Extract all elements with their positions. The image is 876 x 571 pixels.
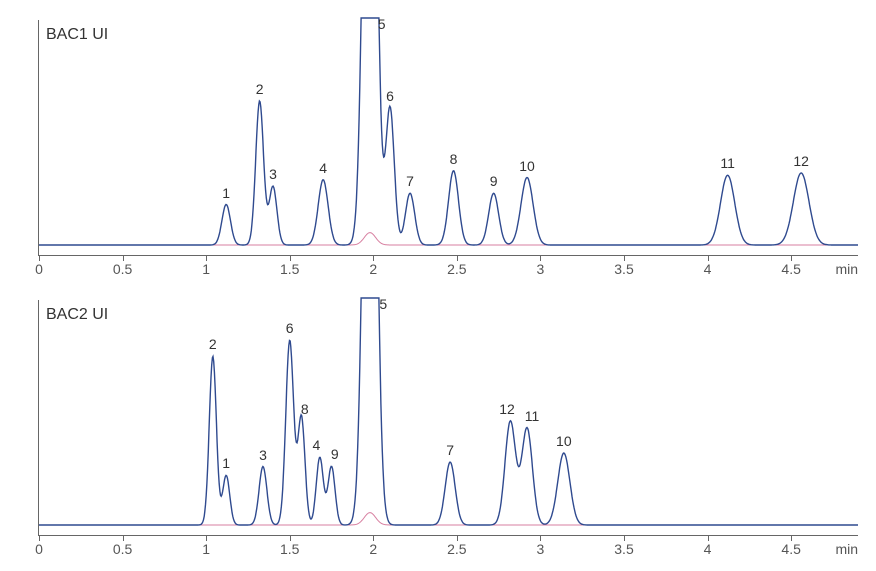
peak-label: 10 xyxy=(556,433,572,449)
panel-2-plot-area: 00.511.522.533.544.5min213684957121110 xyxy=(38,300,858,536)
peak-label: 4 xyxy=(319,160,327,176)
peak-label: 4 xyxy=(313,437,321,453)
x-tick-label: 4.5 xyxy=(781,261,800,277)
peak-label: 10 xyxy=(519,158,535,174)
peak-label: 2 xyxy=(256,81,264,97)
peak-label: 12 xyxy=(499,401,515,417)
peak-label: 9 xyxy=(331,446,339,462)
peak-label: 6 xyxy=(286,320,294,336)
baseline-trace xyxy=(39,513,858,525)
page: { "canvas": { "width": 876, "height": 57… xyxy=(0,0,876,571)
panel-1-plot-area: 00.511.522.533.544.5min123456789101112 xyxy=(38,20,858,256)
x-axis-unit-label: min xyxy=(835,541,858,557)
peak-label: 12 xyxy=(793,153,809,169)
peak-label: 8 xyxy=(301,401,309,417)
x-tick-label: 0.5 xyxy=(113,261,132,277)
x-tick-label: 3.5 xyxy=(614,541,633,557)
x-tick-label: 4 xyxy=(704,541,712,557)
peak-label: 2 xyxy=(209,336,217,352)
x-tick-label: 0 xyxy=(35,541,43,557)
peak-label: 1 xyxy=(222,455,230,471)
x-tick-label: 2 xyxy=(369,541,377,557)
peak-label: 9 xyxy=(490,173,498,189)
x-tick-label: 4.5 xyxy=(781,541,800,557)
x-tick-label: 3 xyxy=(537,541,545,557)
x-tick-label: 1.5 xyxy=(280,261,299,277)
x-tick-label: 1 xyxy=(202,261,210,277)
chromatogram-panel-1: BAC1 UI 00.511.522.533.544.5min123456789… xyxy=(18,20,858,278)
peak-label: 6 xyxy=(386,88,394,104)
x-tick-label: 1 xyxy=(202,541,210,557)
x-tick-label: 2 xyxy=(369,261,377,277)
peak-label: 7 xyxy=(446,442,454,458)
peak-label: 8 xyxy=(450,151,458,167)
baseline-trace xyxy=(39,233,858,245)
chromatogram-trace xyxy=(39,300,858,535)
peak-label: 11 xyxy=(525,408,540,424)
signal-trace xyxy=(39,18,858,245)
x-tick-label: 2.5 xyxy=(447,261,466,277)
x-axis-unit-label: min xyxy=(835,261,858,277)
chromatogram-panel-2: BAC2 UI 00.511.522.533.544.5min213684957… xyxy=(18,300,858,558)
peak-label: 1 xyxy=(222,185,230,201)
x-tick-label: 0.5 xyxy=(113,541,132,557)
x-tick-label: 1.5 xyxy=(280,541,299,557)
peak-label: 5 xyxy=(378,16,386,32)
x-tick-label: 3.5 xyxy=(614,261,633,277)
peak-label: 11 xyxy=(720,155,735,171)
peak-label: 3 xyxy=(269,166,277,182)
peak-label: 3 xyxy=(259,447,267,463)
x-tick-label: 4 xyxy=(704,261,712,277)
chromatogram-trace xyxy=(39,20,858,255)
x-tick-label: 3 xyxy=(537,261,545,277)
x-tick-label: 0 xyxy=(35,261,43,277)
signal-trace xyxy=(39,298,858,525)
peak-label: 5 xyxy=(379,296,387,312)
x-tick-label: 2.5 xyxy=(447,541,466,557)
peak-label: 7 xyxy=(406,173,414,189)
